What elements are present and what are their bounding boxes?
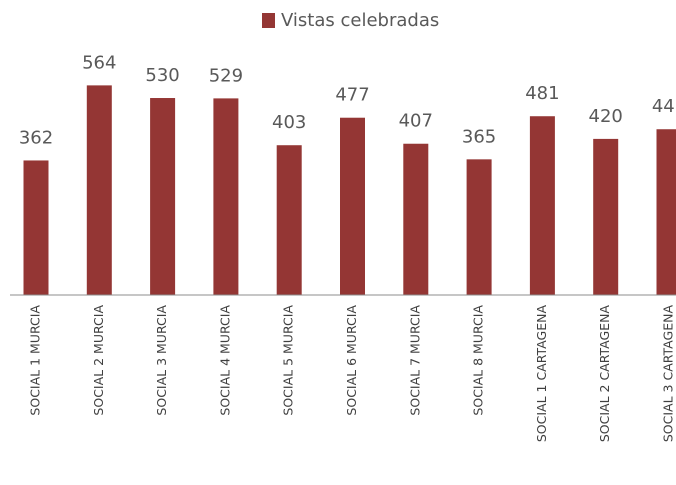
bar: [593, 138, 619, 295]
data-label: 407: [399, 111, 433, 132]
x-tick-label: SOCIAL 5 MURCIA: [281, 305, 296, 416]
data-label: 362: [19, 127, 53, 148]
bar: [403, 143, 429, 295]
x-tick-label: SOCIAL 8 MURCIA: [471, 305, 486, 416]
data-label: 365: [462, 126, 496, 147]
x-tick-label: SOCIAL 4 MURCIA: [217, 305, 232, 416]
data-label: 481: [525, 83, 559, 104]
legend-label: Vistas celebradas: [281, 10, 439, 31]
data-label: 477: [335, 85, 369, 106]
bar: [213, 98, 239, 295]
data-label: 446: [652, 96, 676, 117]
bar: [656, 129, 676, 295]
x-tick-label: SOCIAL 2 MURCIA: [91, 305, 106, 416]
bar: [466, 159, 492, 295]
data-label: 530: [145, 65, 179, 86]
bar: [276, 145, 302, 295]
x-tick-label: SOCIAL 7 MURCIA: [407, 305, 422, 416]
data-label: 564: [82, 52, 116, 73]
bar: [150, 98, 176, 296]
data-label: 529: [209, 65, 243, 86]
data-label: 420: [589, 106, 623, 127]
bar: [23, 160, 49, 295]
x-tick-label: SOCIAL 1 CARTAGENA: [534, 305, 549, 443]
x-tick-label: SOCIAL 1 MURCIA: [28, 305, 43, 416]
bar: [340, 117, 365, 295]
x-tick-label: SOCIAL 6 MURCIA: [344, 305, 359, 416]
legend-swatch: [262, 13, 275, 28]
x-tick-label: SOCIAL 3 CARTAGENA: [661, 305, 676, 443]
x-tick-label: SOCIAL 3 MURCIA: [154, 305, 169, 416]
bar: [86, 85, 112, 295]
bar: [529, 116, 555, 295]
x-tick-label: SOCIAL 2 CARTAGENA: [597, 305, 612, 443]
data-label: 403: [272, 112, 306, 133]
